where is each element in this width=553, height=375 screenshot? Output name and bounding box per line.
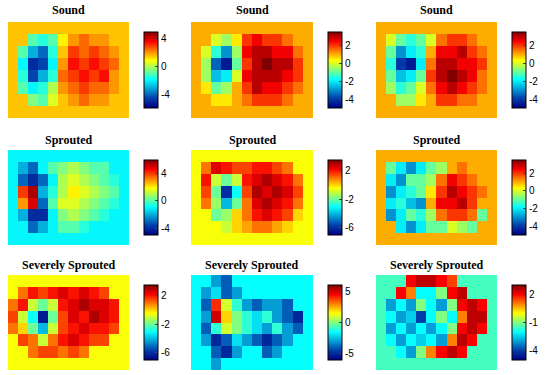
svg-text:-5: -5 — [345, 348, 354, 359]
svg-text:5: 5 — [345, 286, 351, 297]
svg-text:Sprouted: Sprouted — [229, 133, 276, 147]
svg-text:-4: -4 — [345, 94, 354, 105]
svg-text:2: 2 — [529, 289, 535, 300]
svg-text:Sound: Sound — [420, 3, 453, 17]
svg-text:0: 0 — [345, 317, 351, 328]
svg-text:Sprouted: Sprouted — [413, 133, 460, 147]
svg-text:2: 2 — [529, 40, 535, 51]
svg-text:-2: -2 — [345, 194, 354, 205]
svg-text:2: 2 — [529, 168, 535, 179]
svg-text:0: 0 — [529, 185, 535, 196]
svg-text:Sound: Sound — [236, 3, 269, 17]
svg-text:-6: -6 — [161, 347, 170, 358]
svg-text:4: 4 — [161, 33, 167, 44]
svg-text:-2: -2 — [529, 76, 538, 87]
svg-text:4: 4 — [161, 168, 167, 179]
svg-text:-4: -4 — [529, 221, 538, 232]
svg-text:-4: -4 — [161, 223, 170, 234]
svg-text:2: 2 — [345, 165, 351, 176]
svg-text:Severely Sprouted: Severely Sprouted — [390, 258, 484, 272]
svg-text:Sprouted: Sprouted — [45, 133, 92, 147]
svg-text:-4: -4 — [529, 94, 538, 105]
svg-text:-4: -4 — [529, 345, 538, 356]
svg-text:-2: -2 — [529, 203, 538, 214]
svg-text:-2: -2 — [345, 76, 354, 87]
svg-text:Severely Sprouted: Severely Sprouted — [22, 258, 116, 272]
svg-text:-1: -1 — [529, 317, 538, 328]
svg-text:Sound: Sound — [52, 3, 85, 17]
svg-text:-4: -4 — [161, 89, 170, 100]
svg-text:-6: -6 — [345, 222, 354, 233]
svg-text:-2: -2 — [161, 319, 170, 330]
svg-text:Severely Sprouted: Severely Sprouted — [205, 258, 299, 272]
svg-text:0: 0 — [161, 61, 167, 72]
svg-text:2: 2 — [345, 40, 351, 51]
svg-text:0: 0 — [529, 58, 535, 69]
svg-text:0: 0 — [161, 195, 167, 206]
svg-text:0: 0 — [345, 58, 351, 69]
svg-text:2: 2 — [161, 290, 167, 301]
